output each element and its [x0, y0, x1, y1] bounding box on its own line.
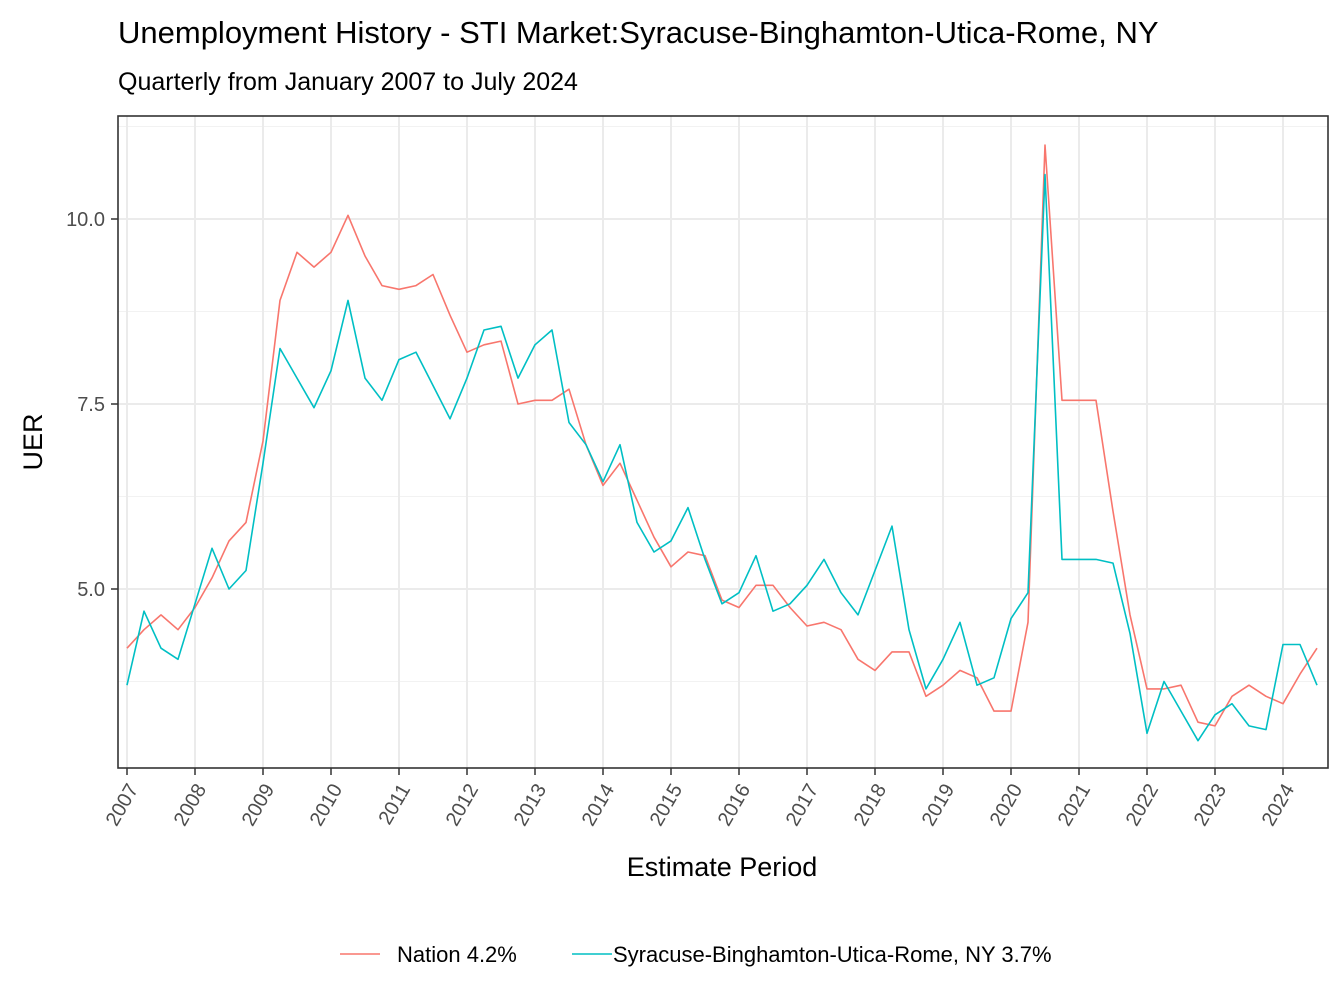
legend-label-nation: Nation 4.2%	[397, 942, 517, 967]
plot-panel-border	[117, 115, 1329, 769]
x-tick-label: 2013	[510, 780, 551, 830]
x-tick-label: 2014	[578, 780, 619, 830]
chart-subtitle: Quarterly from January 2007 to July 2024	[118, 68, 578, 96]
y-tick-label: 5.0	[77, 579, 105, 601]
x-tick-label: 2016	[714, 780, 755, 830]
series-line-nation	[126, 144, 1318, 727]
x-axis-title: Estimate Period	[627, 852, 818, 882]
grid-lines	[118, 116, 1328, 768]
x-tick-label: 2010	[306, 780, 347, 830]
x-tick-label: 2022	[1122, 780, 1163, 830]
x-tick-label: 2008	[170, 780, 211, 830]
x-tick-label: 2021	[1054, 780, 1095, 830]
series-lines	[126, 144, 1318, 742]
y-axis: 5.0 7.5 10.0	[66, 209, 118, 601]
y-tick-label: 10.0	[66, 209, 105, 231]
series-line-syracuse	[126, 173, 1318, 742]
legend: Nation 4.2% Syracuse-Binghamton-Utica-Ro…	[340, 942, 1052, 967]
x-tick-label: 2012	[442, 780, 483, 830]
x-tick-label: 2020	[986, 780, 1027, 830]
x-tick-label: 2007	[102, 780, 143, 830]
y-axis-title: UER	[18, 413, 48, 470]
x-tick-label: 2009	[238, 780, 279, 830]
y-tick-label: 7.5	[77, 394, 105, 416]
x-tick-label: 2019	[918, 780, 959, 830]
x-tick-label: 2018	[850, 780, 891, 830]
x-tick-label: 2023	[1190, 780, 1231, 830]
x-tick-label: 2015	[646, 780, 687, 830]
x-axis: 2007 2008 2009 2010 2011 2012 2013 2014 2015 2016…	[102, 768, 1299, 830]
chart-title: Unemployment History - STI Market:Syracu…	[118, 15, 1159, 50]
x-tick-label: 2017	[782, 780, 823, 830]
x-tick-label: 2011	[375, 780, 416, 828]
legend-label-syracuse: Syracuse-Binghamton-Utica-Rome, NY 3.7%	[613, 942, 1052, 967]
x-tick-label: 2024	[1258, 780, 1299, 830]
